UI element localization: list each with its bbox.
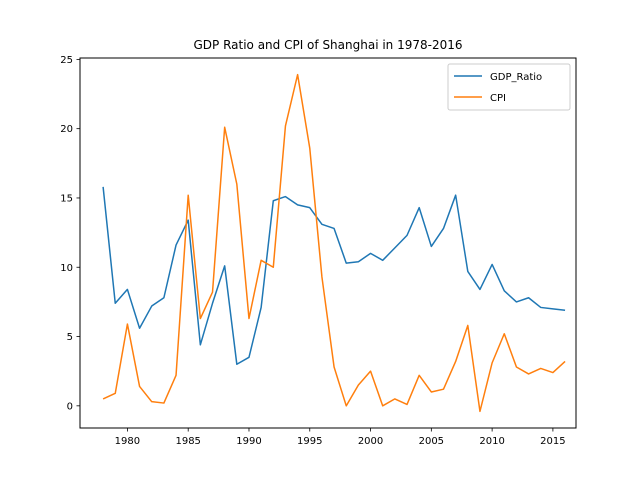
x-axis: 1980 1985 1990 1995 2000 2005 2010 2015 [115, 428, 566, 447]
x-tick-label: 2015 [540, 436, 565, 447]
y-axis: 0 5 10 15 20 25 [60, 55, 80, 412]
y-tick-label: 20 [60, 124, 73, 135]
y-tick-label: 0 [67, 401, 73, 412]
legend-label-gdp-ratio: GDP_Ratio [490, 72, 542, 83]
series-line-cpi [102, 73, 566, 413]
axes-frame [79, 57, 577, 429]
legend: GDP_Ratio CPI [447, 63, 571, 111]
plot-area: 1980 1985 1990 1995 2000 2005 2010 2015 0 5 10 15 2… [60, 55, 577, 447]
y-tick-label: 5 [67, 332, 73, 343]
x-tick-label: 1980 [115, 436, 140, 447]
series-line-gdp-ratio [102, 186, 566, 365]
chart-title: GDP Ratio and CPI of Shanghai in 1978-20… [193, 38, 462, 52]
series-layer [102, 73, 566, 413]
legend-box [447, 63, 571, 111]
y-tick-label: 10 [60, 263, 73, 274]
x-tick-label: 2010 [479, 436, 504, 447]
x-tick-label: 2000 [358, 436, 383, 447]
x-tick-label: 1985 [175, 436, 200, 447]
y-tick-label: 25 [60, 55, 73, 66]
x-tick-label: 2005 [419, 436, 444, 447]
x-tick-label: 1995 [297, 436, 322, 447]
x-tick-label: 1990 [236, 436, 261, 447]
y-tick-label: 15 [60, 193, 73, 204]
legend-label-cpi: CPI [490, 93, 506, 104]
